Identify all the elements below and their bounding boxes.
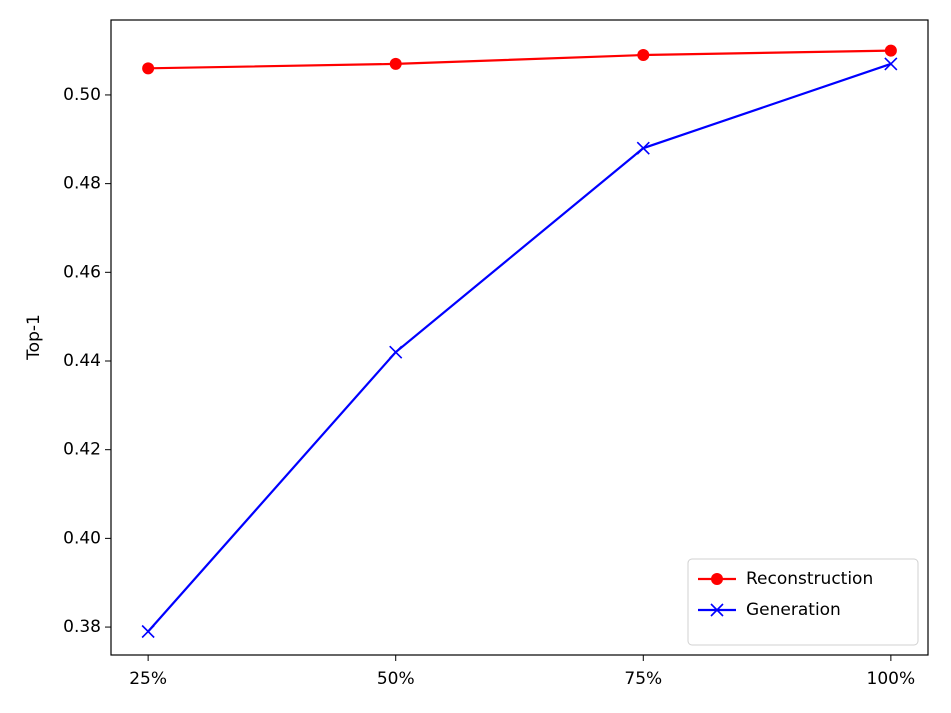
y-tick-label: 0.42: [63, 440, 101, 460]
legend-label: Generation: [746, 600, 841, 620]
point: [637, 49, 650, 62]
y-tick-label: 0.44: [63, 351, 101, 371]
x-tick-label: 75%: [624, 669, 662, 689]
point: [710, 603, 724, 617]
x-tick-label: 100%: [867, 669, 916, 689]
point: [389, 345, 403, 359]
legend-box: [687, 558, 919, 646]
series-line: [147, 62, 892, 633]
point: [636, 141, 650, 155]
y-axis-label: Top-1: [24, 314, 44, 361]
point: [389, 57, 402, 70]
point: [884, 44, 897, 57]
y-tick-label: 0.40: [63, 528, 101, 548]
legend-label: Reconstruction: [746, 569, 873, 589]
plot-frame: [110, 19, 929, 656]
y-tick-label: 0.46: [63, 262, 101, 282]
y-tick-label: 0.48: [63, 174, 101, 194]
x-tick-label: 50%: [377, 669, 415, 689]
point: [884, 57, 898, 71]
point: [142, 62, 155, 75]
y-tick-label: 0.50: [63, 85, 101, 105]
series-line: [148, 49, 891, 70]
point: [711, 573, 723, 585]
point: [141, 624, 155, 639]
x-tick-label: 25%: [129, 669, 167, 689]
y-tick-label: 0.38: [63, 617, 101, 637]
